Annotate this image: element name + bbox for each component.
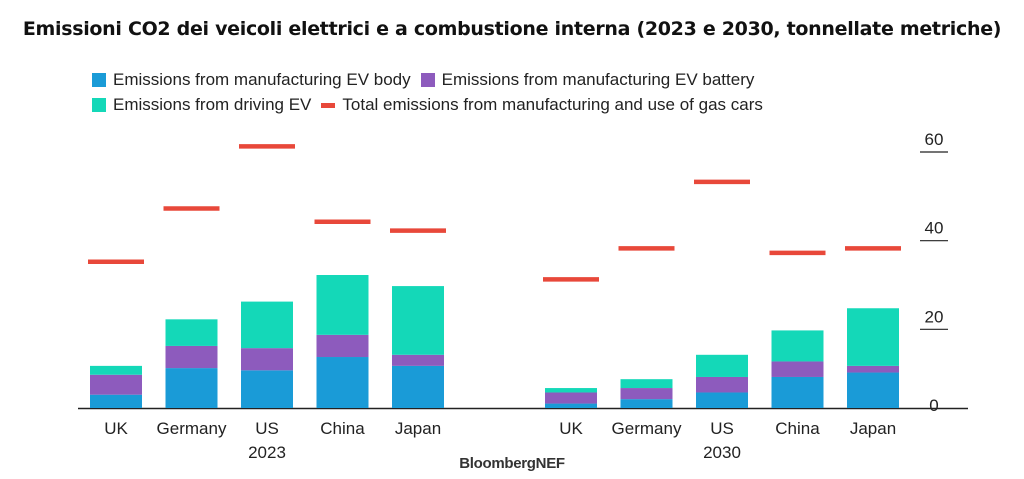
legend-second-row: Emissions from driving EV Total emission… [92,93,773,117]
group-label: 2023 [248,443,286,462]
bar-segment [392,354,444,366]
bar-segment [241,370,293,408]
category-label: US [255,419,279,438]
bar-segment [545,403,597,408]
bar-segment [165,345,218,369]
bar-segment [241,301,293,349]
y-tick-label: 20 [925,307,944,326]
legend-label-gas-total: Total emissions from manufacturing and u… [342,95,763,114]
y-tick-label: 40 [925,219,944,238]
category-label: UK [559,419,583,438]
bar-segment [392,365,444,408]
bar-segment [620,399,673,408]
category-label: Germany [157,419,227,438]
legend-label-ev-battery: Emissions from manufacturing EV battery [441,70,755,89]
legend-swatch-gas-total [321,102,336,108]
category-label: Japan [395,419,441,438]
source-label: BloombergNEF [459,455,565,472]
bar-segment [771,330,824,362]
bar-segment [241,348,293,371]
category-label: China [775,419,820,438]
legend-label-ev-body: Emissions from manufacturing EV body [113,70,411,89]
bar-segment [847,308,899,366]
category-label: China [320,419,365,438]
legend: Emissions from manufacturing EV body Emi… [92,68,764,92]
legend-item-driving-ev: Emissions from driving EV [92,95,311,115]
legend-swatch-driving-ev [92,98,106,112]
bar-segment [545,392,597,404]
bar-segment [90,365,142,375]
bar-segment [847,372,899,408]
bar-segment [316,334,369,358]
bar-segment [90,394,142,408]
category-label: US [710,419,734,438]
bar-segment [696,376,748,393]
bar-segment [771,376,824,408]
legend-swatch-ev-body [92,73,106,87]
category-label: Japan [850,419,896,438]
bar-segment [165,319,218,346]
bar-segment [771,361,824,377]
bar-segment [90,374,142,395]
bar-segment [392,286,444,355]
bar-segment [696,392,748,408]
legend-swatch-ev-battery [420,73,435,87]
bar-segment [165,368,218,408]
legend-item-ev-body: Emissions from manufacturing EV body [92,70,411,90]
category-label: Germany [612,419,682,438]
y-tick-label: 0 [929,396,938,415]
bar-segment [545,388,597,393]
legend-item-gas-total: Total emissions from manufacturing and u… [321,95,763,115]
category-label: UK [104,419,128,438]
bar-segment [316,275,369,335]
legend-label-driving-ev: Emissions from driving EV [113,95,312,114]
legend-item-ev-battery: Emissions from manufacturing EV battery [420,70,755,90]
bar-segment [696,354,748,377]
chart-title: Emissioni CO2 dei veicoli elettrici e a … [22,18,1002,40]
group-label: 2030 [703,443,741,462]
bar-segment [620,379,673,389]
bar-segment [620,388,673,400]
bar-segment [847,365,899,373]
bar-segment [316,357,369,408]
y-tick-label: 60 [925,130,944,149]
